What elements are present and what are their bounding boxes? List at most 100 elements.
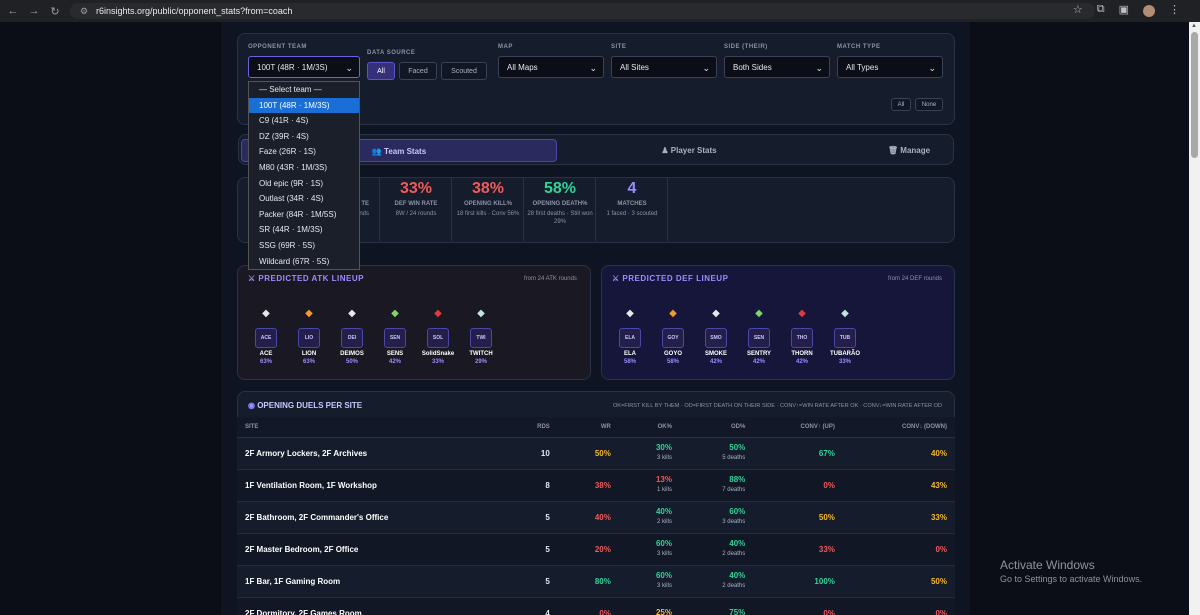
table-row[interactable]: 1F Ventilation Room, 1F Workshop 8 38% 13% 1…: [237, 469, 955, 502]
stat-value: 33%: [399, 180, 433, 197]
col-site[interactable]: SITE: [237, 417, 497, 438]
opponent-select[interactable]: 100T (48R · 1M/3S) ⌄: [248, 56, 360, 78]
operator-def: ◆ TUB TUBARÃO 33%: [827, 304, 863, 366]
col-rds[interactable]: RDS: [496, 417, 558, 438]
dropdown-option[interactable]: DZ (39R · 4S): [259, 131, 309, 141]
operator-badge: DEI: [341, 328, 363, 348]
site-select[interactable]: All Sites ⌄: [611, 56, 717, 78]
wr-cell: 38%: [557, 469, 619, 502]
operator-atk: ◆ ACE ACE 63%: [248, 304, 284, 365]
operator-icon: ◆: [434, 307, 442, 319]
reload-icon[interactable]: ↻: [50, 5, 60, 18]
menu-icon[interactable]: ⋮: [1169, 4, 1180, 16]
dropdown-option[interactable]: — Select team —: [259, 85, 322, 94]
source-scouted-button[interactable]: Scouted: [441, 62, 487, 80]
back-icon[interactable]: ←: [7, 5, 19, 17]
windows-activation-watermark: Activate Windows Go to Settings to activ…: [1000, 558, 1142, 584]
od-value: 88%: [729, 475, 746, 484]
stat-label: DEF WIN RATE: [394, 201, 438, 207]
conv-down-cell: 33%: [842, 501, 955, 534]
bookmark-star-icon[interactable]: ☆: [1072, 4, 1083, 16]
select-all-button[interactable]: All: [891, 98, 911, 111]
operator-name: THORN: [791, 351, 813, 357]
address-bar[interactable]: ⚙ r6insights.org/public/opponent_stats?fr…: [70, 3, 1095, 19]
stat-sub: 28 first deaths · Still won 29%: [527, 211, 593, 225]
table-row[interactable]: 2F Master Bedroom, 2F Office 5 20% 60% 3 kil…: [237, 533, 955, 566]
divider: [523, 177, 524, 241]
operator-badge: SMO: [705, 328, 727, 348]
stat-label: OPENING KILL%: [463, 201, 512, 207]
stat-sub: 1 faced · 3 scouted: [606, 211, 658, 217]
ok-cell: 60% 3 kills: [618, 533, 680, 566]
forward-icon[interactable]: →: [28, 5, 40, 17]
operator-name: ELA: [624, 351, 636, 357]
dropdown-option[interactable]: Packer (84R · 1M/5S): [259, 209, 337, 219]
col-wr[interactable]: WR: [557, 417, 619, 438]
tab-search-icon[interactable]: ▣: [1118, 4, 1129, 16]
od-value: 40%: [729, 571, 746, 580]
operator-name: TWITCH: [469, 351, 493, 357]
dropdown-option[interactable]: C9 (41R · 4S): [259, 116, 309, 126]
select-none-button[interactable]: None: [915, 98, 943, 111]
operator-icon: ◆: [262, 307, 270, 319]
dropdown-option[interactable]: Faze (26R · 1S): [259, 147, 316, 157]
atk-lineup-title: ⚔ PREDICTED ATK LINEUP: [248, 274, 364, 283]
dropdown-option[interactable]: 100T (48R · 1M/3S): [249, 97, 359, 114]
source-all-button[interactable]: All: [367, 62, 395, 80]
tab-player-stats[interactable]: ♟ Player Stats: [639, 139, 739, 162]
col-od[interactable]: OD%: [679, 417, 754, 438]
scrollbar-thumb[interactable]: [1191, 32, 1198, 158]
col-conv-down[interactable]: CONV↓ (DOWN): [842, 417, 955, 438]
ok-value: 60%: [655, 571, 672, 580]
dropdown-option[interactable]: SR (44R · 1M/3S): [259, 225, 323, 235]
operator-icon: ◆: [626, 307, 634, 319]
operator-icon: ◆: [755, 307, 763, 319]
operator-badge: ELA: [619, 328, 641, 348]
divider: [451, 177, 452, 241]
scrollbar[interactable]: ▲: [1189, 22, 1200, 615]
operator-pick-rate: 58%: [623, 359, 636, 365]
table-row[interactable]: 2F Dormitory, 2F Games Room 4 0% 25% 75% 0% 0%: [237, 597, 955, 615]
operator-icon: ◆: [391, 307, 399, 319]
dropdown-option[interactable]: Old epic (9R · 1S): [259, 178, 324, 188]
tab-manage[interactable]: 🗑 Manage: [879, 139, 939, 162]
operator-name: LION: [301, 351, 317, 357]
dropdown-option[interactable]: SSG (69R · 5S): [259, 240, 316, 250]
od-cell: 75%: [679, 597, 754, 615]
source-label: DATA SOURCE: [367, 50, 416, 56]
dropdown-option[interactable]: Wildcard (67R · 5S): [259, 256, 330, 266]
col-ok[interactable]: OK%: [618, 417, 680, 438]
od-cell: 60% 3 deaths: [679, 501, 754, 534]
extensions-icon[interactable]: ⧉: [1096, 3, 1105, 15]
side-label: SIDE (THEIR): [724, 44, 768, 50]
dropdown-option[interactable]: M80 (43R · 1M/3S): [259, 162, 328, 172]
operator-name: SENS: [386, 351, 404, 357]
conv-down-cell: 40%: [842, 437, 955, 470]
od-deaths: 3 deaths: [722, 519, 746, 525]
match-type-select[interactable]: All Types ⌄: [837, 56, 943, 78]
site-info-icon[interactable]: ⚙: [80, 6, 89, 16]
side-select[interactable]: Both Sides ⌄: [724, 56, 830, 78]
rds-cell: 10: [496, 437, 558, 470]
atk-title-text: PREDICTED ATK LINEUP: [258, 274, 364, 283]
ok-kills: 3 kills: [656, 583, 672, 589]
conv-up-cell: 0%: [753, 597, 843, 615]
ok-cell: 13% 1 kills: [618, 469, 680, 502]
table-row[interactable]: 1F Bar, 1F Gaming Room 5 80% 60% 3 kills 40% 2…: [237, 565, 955, 598]
scroll-up-icon[interactable]: ▲: [1191, 23, 1197, 29]
conv-down-cell: 43%: [842, 469, 955, 502]
table-row[interactable]: 2F Bathroom, 2F Commander's Office 5 40% 40…: [237, 501, 955, 534]
dropdown-option[interactable]: Outlast (34R · 4S): [259, 194, 324, 204]
operator-pick-rate: 42%: [752, 359, 765, 365]
profile-avatar[interactable]: [1143, 5, 1155, 17]
operator-atk: ◆ SEN SENS 42%: [377, 304, 413, 365]
source-faced-button[interactable]: Faced: [399, 62, 437, 80]
operator-name: SENTRY: [746, 351, 772, 357]
col-conv-up[interactable]: CONV↑ (UP): [753, 417, 843, 438]
table-row[interactable]: 2F Armory Lockers, 2F Archives 10 50% 30% 3 …: [237, 437, 955, 470]
site-cell: 2F Bathroom, 2F Commander's Office: [237, 501, 497, 534]
site-cell: 2F Armory Lockers, 2F Archives: [237, 437, 497, 470]
map-select[interactable]: All Maps ⌄: [498, 56, 604, 78]
match-type-label: MATCH TYPE: [837, 44, 881, 50]
stat-sub: 18 first kills · Conv 56%: [456, 211, 520, 217]
